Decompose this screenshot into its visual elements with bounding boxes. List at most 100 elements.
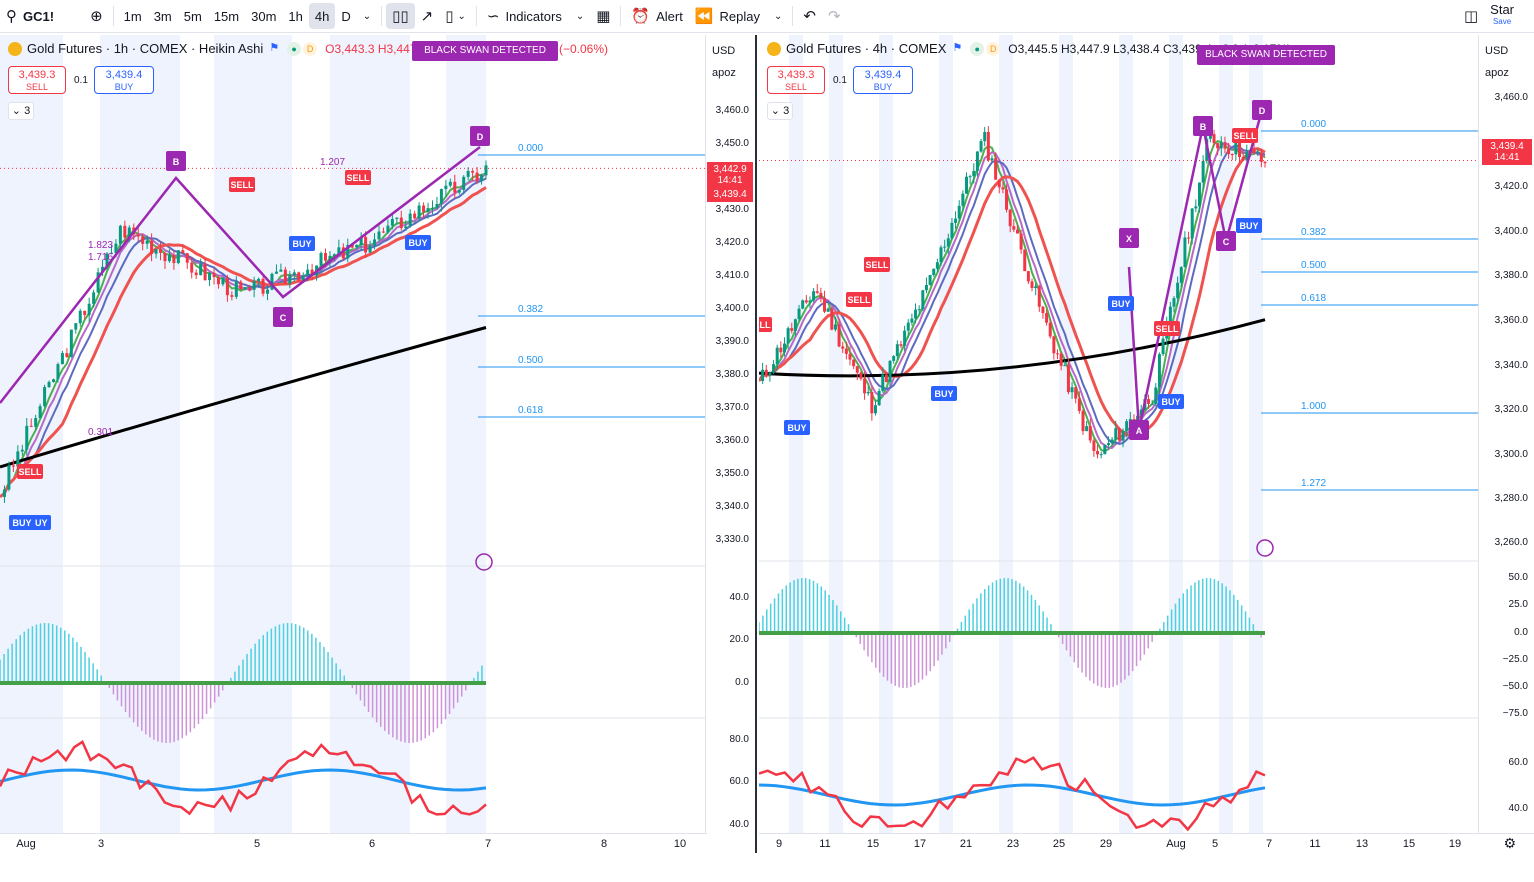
symbol-search[interactable]: ⚲ GC1! xyxy=(0,0,60,33)
currency-label[interactable]: USD xyxy=(712,45,736,57)
settings-gear-icon[interactable]: ⚙ xyxy=(1503,835,1516,851)
ma-mid-line xyxy=(759,141,1266,450)
bid-price-label: 3,439.4 xyxy=(707,187,753,202)
candle-body xyxy=(1227,148,1231,154)
replay-button[interactable]: ⏪ Replay ⌄ xyxy=(689,0,789,33)
time-tick: 9 xyxy=(775,838,783,850)
currency-label[interactable]: USD xyxy=(1485,45,1509,57)
alert-button[interactable]: ⏰ Alert xyxy=(625,0,688,33)
candle-body xyxy=(1059,353,1063,366)
candle-body xyxy=(870,391,874,414)
candle-body xyxy=(1005,189,1009,210)
bar-style-button[interactable]: ▯ ⌄ xyxy=(439,0,472,33)
unit-label[interactable]: apoz xyxy=(712,67,736,79)
rsi-tick: 60.0 xyxy=(1508,757,1528,768)
candle-body xyxy=(395,217,399,219)
price-tick: 3,280.0 xyxy=(1494,493,1528,504)
layout-toggle-button[interactable]: ◫ xyxy=(1458,0,1484,33)
candle-body xyxy=(1150,403,1154,405)
left-price-axis[interactable]: USD apoz 3,460.0 3,450.0 3,430.0 3,420.0 3,4… xyxy=(705,35,755,853)
pattern-point-marker xyxy=(1119,228,1139,248)
candle-body xyxy=(994,158,998,180)
candle-body xyxy=(1063,365,1067,367)
right-black-swan-banner: BLACK SWAN DETECTED xyxy=(1197,45,1335,65)
candle-body xyxy=(462,176,466,190)
redo-button[interactable]: ↷ xyxy=(822,0,847,33)
time-tick: 7 xyxy=(484,838,492,850)
fib-level-label: 0.618 xyxy=(518,405,543,416)
line-style-button[interactable]: ↗ xyxy=(415,0,440,33)
candle-body xyxy=(1234,141,1238,155)
candle-body xyxy=(779,347,783,353)
candle-body xyxy=(1092,440,1096,452)
candle-body xyxy=(1008,209,1012,227)
right-sell-button[interactable]: 3,439.3 SELL xyxy=(767,66,825,94)
candle-body xyxy=(1121,430,1125,441)
candle-body xyxy=(266,289,270,294)
candle-body xyxy=(1139,409,1143,416)
interval-5m[interactable]: 5m xyxy=(183,8,202,24)
right-chart-canvas[interactable]: 0.000 0.382 0.500 0.618 1.000 1.272 X A B C D SELL S… xyxy=(759,35,1478,833)
right-qty[interactable]: 0.1 xyxy=(833,75,847,86)
chevron-down-icon: ⌄ xyxy=(774,10,783,22)
interval-4h[interactable]: 4h xyxy=(308,3,336,29)
collapse-count: 3 xyxy=(783,105,790,117)
ma-slow-line xyxy=(759,143,1266,446)
right-indicator-collapse[interactable]: ⌄ 3 xyxy=(767,102,793,120)
candle-body xyxy=(319,253,323,266)
add-symbol-button[interactable]: ⊕ xyxy=(84,0,109,33)
chart-panel-right[interactable]: 0.000 0.382 0.500 0.618 1.000 1.272 X A B C D SELL S… xyxy=(759,35,1534,853)
candle-body xyxy=(1147,399,1151,404)
oscillator-tick: 25.0 xyxy=(1508,599,1528,610)
candle-body xyxy=(359,236,363,245)
candle-body xyxy=(1259,152,1263,162)
fib-level-label: 0.500 xyxy=(1301,260,1326,271)
interval-30m[interactable]: 30m xyxy=(251,8,277,24)
interval-3m[interactable]: 3m xyxy=(153,8,172,24)
unit-label[interactable]: apoz xyxy=(1485,67,1509,79)
candle-body xyxy=(159,249,163,253)
right-price-axis[interactable]: USD apoz 3,460.0 3,420.0 3,400.0 3,380.0 3,3… xyxy=(1478,35,1534,853)
star-save-button[interactable]: Star Save xyxy=(1484,0,1520,33)
candle-body xyxy=(1074,387,1078,399)
indicators-label: Indicators xyxy=(505,8,562,24)
candle-body xyxy=(444,185,448,190)
candle-body xyxy=(852,359,856,367)
left-time-axis[interactable]: Aug 3 5 6 7 8 10 xyxy=(0,833,707,853)
time-tick: 25 xyxy=(1052,838,1066,850)
left-buy-button[interactable]: 3,439.4 BUY xyxy=(94,66,154,94)
right-time-axis[interactable]: 9 11 15 17 21 23 25 29 Aug 5 7 11 13 15 19 ⚙ xyxy=(759,833,1534,853)
candle-body xyxy=(234,281,238,297)
right-buy-button[interactable]: 3,439.4 BUY xyxy=(853,66,913,94)
indicators-button[interactable]: ∽ Indicators ⌄ xyxy=(481,0,590,33)
layouts-button[interactable]: ▦ xyxy=(590,0,616,33)
buy-signal-marker xyxy=(1236,218,1262,233)
chart-panel-left[interactable]: 0.000 0.382 0.500 0.618 B C D SELL SELL BUY BUY SEL… xyxy=(0,35,757,853)
left-indicator-collapse[interactable]: ⌄ 3 xyxy=(8,102,34,120)
interval-1h[interactable]: 1h xyxy=(288,8,303,24)
undo-button[interactable]: ↶ xyxy=(797,0,822,33)
candle-body xyxy=(408,213,412,227)
candle-body xyxy=(1263,161,1267,164)
interval-15m[interactable]: 15m xyxy=(213,8,240,24)
signal-label: BUY xyxy=(1111,299,1130,309)
interval-dropdown[interactable]: ⌄ xyxy=(357,0,377,33)
candle-body xyxy=(154,249,158,254)
interval-1m[interactable]: 1m xyxy=(123,8,142,24)
candle-body xyxy=(1103,445,1107,455)
candles-style-button[interactable]: ▯▯ xyxy=(386,3,415,29)
candle-body xyxy=(1023,249,1027,272)
candle-body xyxy=(1052,336,1056,354)
left-sell-button[interactable]: 3,439.3 SELL xyxy=(8,66,66,94)
time-tick: 5 xyxy=(253,838,261,850)
last-price: 3,439.4 xyxy=(1490,141,1524,152)
signal-label: BUY xyxy=(1161,397,1180,407)
candle-body xyxy=(1219,142,1223,149)
rsi-tick: 80.0 xyxy=(729,734,749,745)
candle-body xyxy=(176,250,180,264)
left-qty[interactable]: 0.1 xyxy=(74,75,88,86)
sell-signal-marker xyxy=(759,317,772,332)
candle-body xyxy=(1201,161,1205,183)
interval-d[interactable]: D xyxy=(341,8,351,24)
